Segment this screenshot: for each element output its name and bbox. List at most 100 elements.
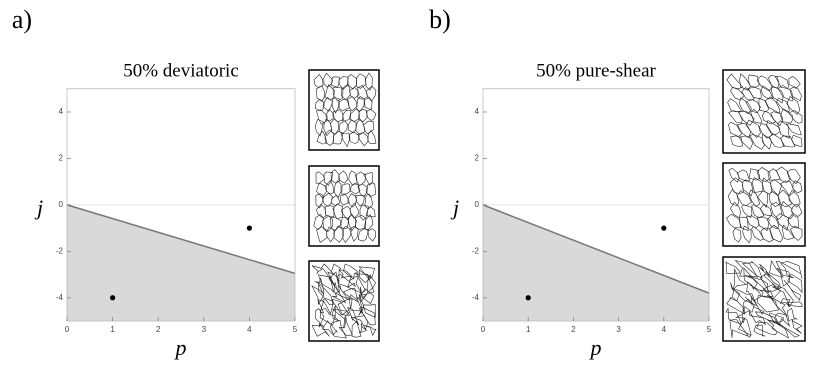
cell — [769, 312, 785, 324]
cell — [313, 213, 324, 231]
cell — [349, 86, 360, 99]
cell — [748, 189, 761, 208]
cell — [367, 274, 377, 294]
cell — [739, 73, 751, 91]
cell — [347, 306, 360, 326]
cell — [363, 214, 374, 231]
cell — [338, 269, 353, 279]
cell — [363, 172, 373, 186]
cell — [730, 135, 743, 147]
cell — [355, 118, 366, 136]
cell — [349, 202, 359, 219]
cell — [348, 294, 364, 314]
cell — [340, 132, 350, 148]
y-axis-label: j — [34, 195, 43, 220]
cell — [786, 96, 801, 115]
cell — [321, 192, 333, 207]
cell — [759, 263, 771, 278]
cell — [357, 228, 369, 242]
y-tick-label: 4 — [59, 107, 64, 116]
cell — [316, 109, 328, 125]
cell — [753, 324, 766, 337]
chart-title: 50% pure-shear — [536, 60, 656, 81]
cell — [738, 135, 754, 150]
cell — [324, 205, 335, 218]
cell — [365, 206, 376, 218]
x-tick-label: 0 — [65, 325, 70, 334]
x-tick-label: 4 — [662, 325, 667, 334]
cell — [363, 120, 374, 135]
cell — [743, 267, 758, 290]
y-tick-label: 4 — [475, 107, 480, 116]
cell — [746, 281, 762, 302]
x-tick-label: 1 — [526, 325, 531, 334]
cell — [786, 301, 803, 308]
x-tick-label: 0 — [481, 325, 486, 334]
thumbnail-mesh — [313, 169, 377, 243]
cell — [322, 298, 334, 315]
cell — [776, 267, 791, 287]
boundary-line — [66, 204, 296, 275]
cell — [332, 305, 340, 322]
point — [661, 225, 667, 231]
cell — [727, 189, 739, 207]
x-tick-label: 1 — [110, 325, 115, 334]
y-tick-label: -2 — [472, 246, 480, 255]
cell — [727, 98, 743, 113]
cell — [367, 129, 377, 145]
x-tick-label: 2 — [571, 325, 576, 334]
cell — [343, 288, 359, 303]
cell — [311, 265, 323, 275]
cell — [359, 204, 369, 221]
cell — [365, 109, 377, 121]
cell — [347, 193, 358, 208]
cell — [742, 298, 755, 314]
cell — [756, 167, 771, 182]
cell — [326, 108, 334, 122]
cell — [324, 129, 335, 146]
cell — [766, 319, 790, 339]
cell — [756, 216, 770, 232]
cell — [346, 96, 358, 112]
cell — [790, 225, 803, 241]
cell — [788, 76, 801, 89]
x-tick-label: 5 — [293, 325, 298, 334]
point — [525, 295, 531, 301]
cell — [750, 109, 763, 124]
panel-label: b) — [429, 5, 451, 34]
cell — [331, 97, 340, 114]
chart-title: 50% deviatoric — [123, 60, 239, 81]
cell — [315, 85, 326, 102]
cell — [759, 123, 774, 139]
cell — [729, 319, 750, 338]
cell — [349, 131, 360, 144]
cell — [780, 201, 794, 220]
cell — [337, 298, 353, 316]
cell — [735, 310, 750, 324]
cell — [773, 321, 800, 338]
cell — [762, 110, 777, 125]
cell — [322, 215, 334, 232]
cell — [751, 177, 764, 193]
cell — [761, 133, 772, 150]
cell — [349, 225, 359, 242]
cell — [738, 97, 752, 115]
cell — [343, 263, 359, 280]
cell — [775, 261, 794, 279]
cell — [766, 215, 780, 230]
cell — [365, 85, 377, 102]
cell — [772, 286, 794, 308]
cell — [769, 224, 784, 243]
cell — [786, 307, 798, 321]
cell — [354, 195, 365, 207]
cell — [744, 275, 770, 294]
cell — [318, 281, 334, 305]
y-tick-label: 2 — [59, 154, 64, 163]
cell — [792, 180, 803, 194]
cell — [781, 224, 795, 240]
cell — [355, 273, 375, 296]
y-axis-label: j — [450, 195, 459, 220]
cell — [744, 295, 765, 315]
cell — [780, 108, 794, 124]
